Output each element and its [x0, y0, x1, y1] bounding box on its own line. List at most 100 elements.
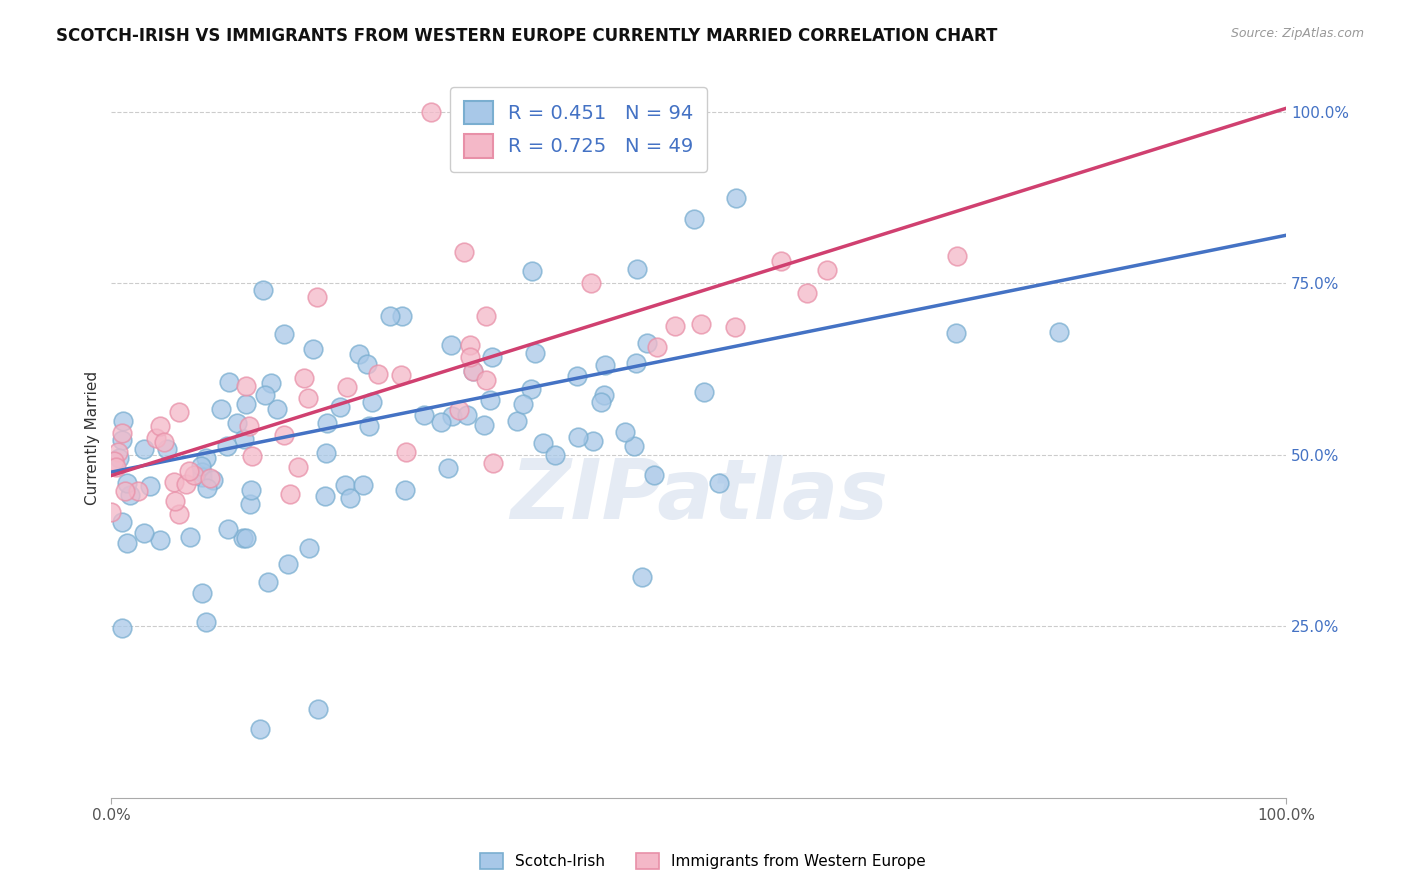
- Point: [531, 435, 554, 450]
- Point: [278, 487, 301, 501]
- Point: [190, 458, 212, 473]
- Point: [217, 440, 239, 454]
- Point: [218, 522, 240, 536]
- Point: [475, 309, 498, 323]
- Point: [613, 425, 636, 439]
- Text: ZIPatlas: ZIPatlas: [510, 455, 887, 536]
- Point: [356, 357, 378, 371]
- Point: [127, 483, 149, 498]
- Point: [114, 484, 136, 499]
- Point: [463, 364, 485, 378]
- Point: [252, 283, 274, 297]
- Point: [132, 442, 155, 456]
- Point: [690, 317, 713, 331]
- Point: [218, 375, 240, 389]
- Legend: R = 0.451   N = 94, R = 0.725   N = 49: R = 0.451 N = 94, R = 0.725 N = 49: [450, 87, 707, 171]
- Point: [179, 530, 201, 544]
- Point: [183, 467, 205, 482]
- Point: [394, 483, 416, 497]
- Point: [165, 494, 187, 508]
- Point: [339, 491, 361, 506]
- Point: [631, 570, 654, 584]
- Y-axis label: Currently Married: Currently Married: [86, 371, 100, 505]
- Point: [174, 477, 197, 491]
- Point: [105, 460, 128, 475]
- Point: [266, 401, 288, 416]
- Point: [305, 290, 328, 304]
- Point: [156, 442, 179, 456]
- Point: [1047, 325, 1070, 339]
- Legend: Scotch-Irish, Immigrants from Western Europe: Scotch-Irish, Immigrants from Western Eu…: [474, 847, 932, 875]
- Point: [512, 397, 534, 411]
- Point: [198, 471, 221, 485]
- Point: [249, 723, 271, 737]
- Point: [240, 483, 263, 497]
- Point: [177, 464, 200, 478]
- Point: [725, 191, 748, 205]
- Point: [456, 408, 478, 422]
- Point: [591, 394, 613, 409]
- Point: [329, 400, 352, 414]
- Point: [595, 359, 617, 373]
- Point: [567, 430, 589, 444]
- Point: [314, 489, 336, 503]
- Point: [683, 211, 706, 226]
- Point: [190, 465, 212, 479]
- Point: [626, 261, 648, 276]
- Point: [111, 425, 134, 440]
- Point: [579, 276, 602, 290]
- Point: [302, 342, 325, 356]
- Point: [253, 388, 276, 402]
- Point: [100, 505, 122, 519]
- Point: [149, 533, 172, 548]
- Point: [461, 364, 484, 378]
- Point: [472, 417, 495, 432]
- Point: [111, 433, 134, 447]
- Point: [367, 367, 389, 381]
- Point: [815, 263, 838, 277]
- Point: [357, 419, 380, 434]
- Point: [544, 448, 567, 462]
- Point: [796, 285, 818, 300]
- Point: [479, 392, 502, 407]
- Point: [232, 531, 254, 545]
- Point: [240, 450, 263, 464]
- Point: [167, 405, 190, 419]
- Point: [118, 488, 141, 502]
- Point: [235, 379, 257, 393]
- Point: [316, 416, 339, 430]
- Point: [378, 310, 401, 324]
- Text: SCOTCH-IRISH VS IMMIGRANTS FROM WESTERN EUROPE CURRENTLY MARRIED CORRELATION CHA: SCOTCH-IRISH VS IMMIGRANTS FROM WESTERN …: [56, 27, 998, 45]
- Point: [297, 391, 319, 405]
- Point: [226, 416, 249, 430]
- Point: [693, 385, 716, 400]
- Point: [724, 320, 747, 334]
- Point: [103, 453, 125, 467]
- Point: [412, 408, 434, 422]
- Point: [565, 369, 588, 384]
- Point: [945, 326, 967, 340]
- Point: [139, 479, 162, 493]
- Point: [524, 345, 547, 359]
- Point: [235, 531, 257, 545]
- Point: [475, 374, 498, 388]
- Point: [506, 413, 529, 427]
- Point: [149, 419, 172, 434]
- Point: [460, 350, 482, 364]
- Point: [194, 615, 217, 629]
- Point: [519, 382, 541, 396]
- Point: [336, 380, 359, 394]
- Point: [235, 397, 257, 411]
- Point: [352, 477, 374, 491]
- Point: [395, 445, 418, 459]
- Point: [202, 473, 225, 487]
- Point: [232, 432, 254, 446]
- Point: [190, 470, 212, 484]
- Point: [111, 414, 134, 428]
- Point: [349, 347, 371, 361]
- Point: [335, 478, 357, 492]
- Point: [273, 326, 295, 341]
- Point: [946, 249, 969, 263]
- Point: [292, 371, 315, 385]
- Point: [440, 338, 463, 352]
